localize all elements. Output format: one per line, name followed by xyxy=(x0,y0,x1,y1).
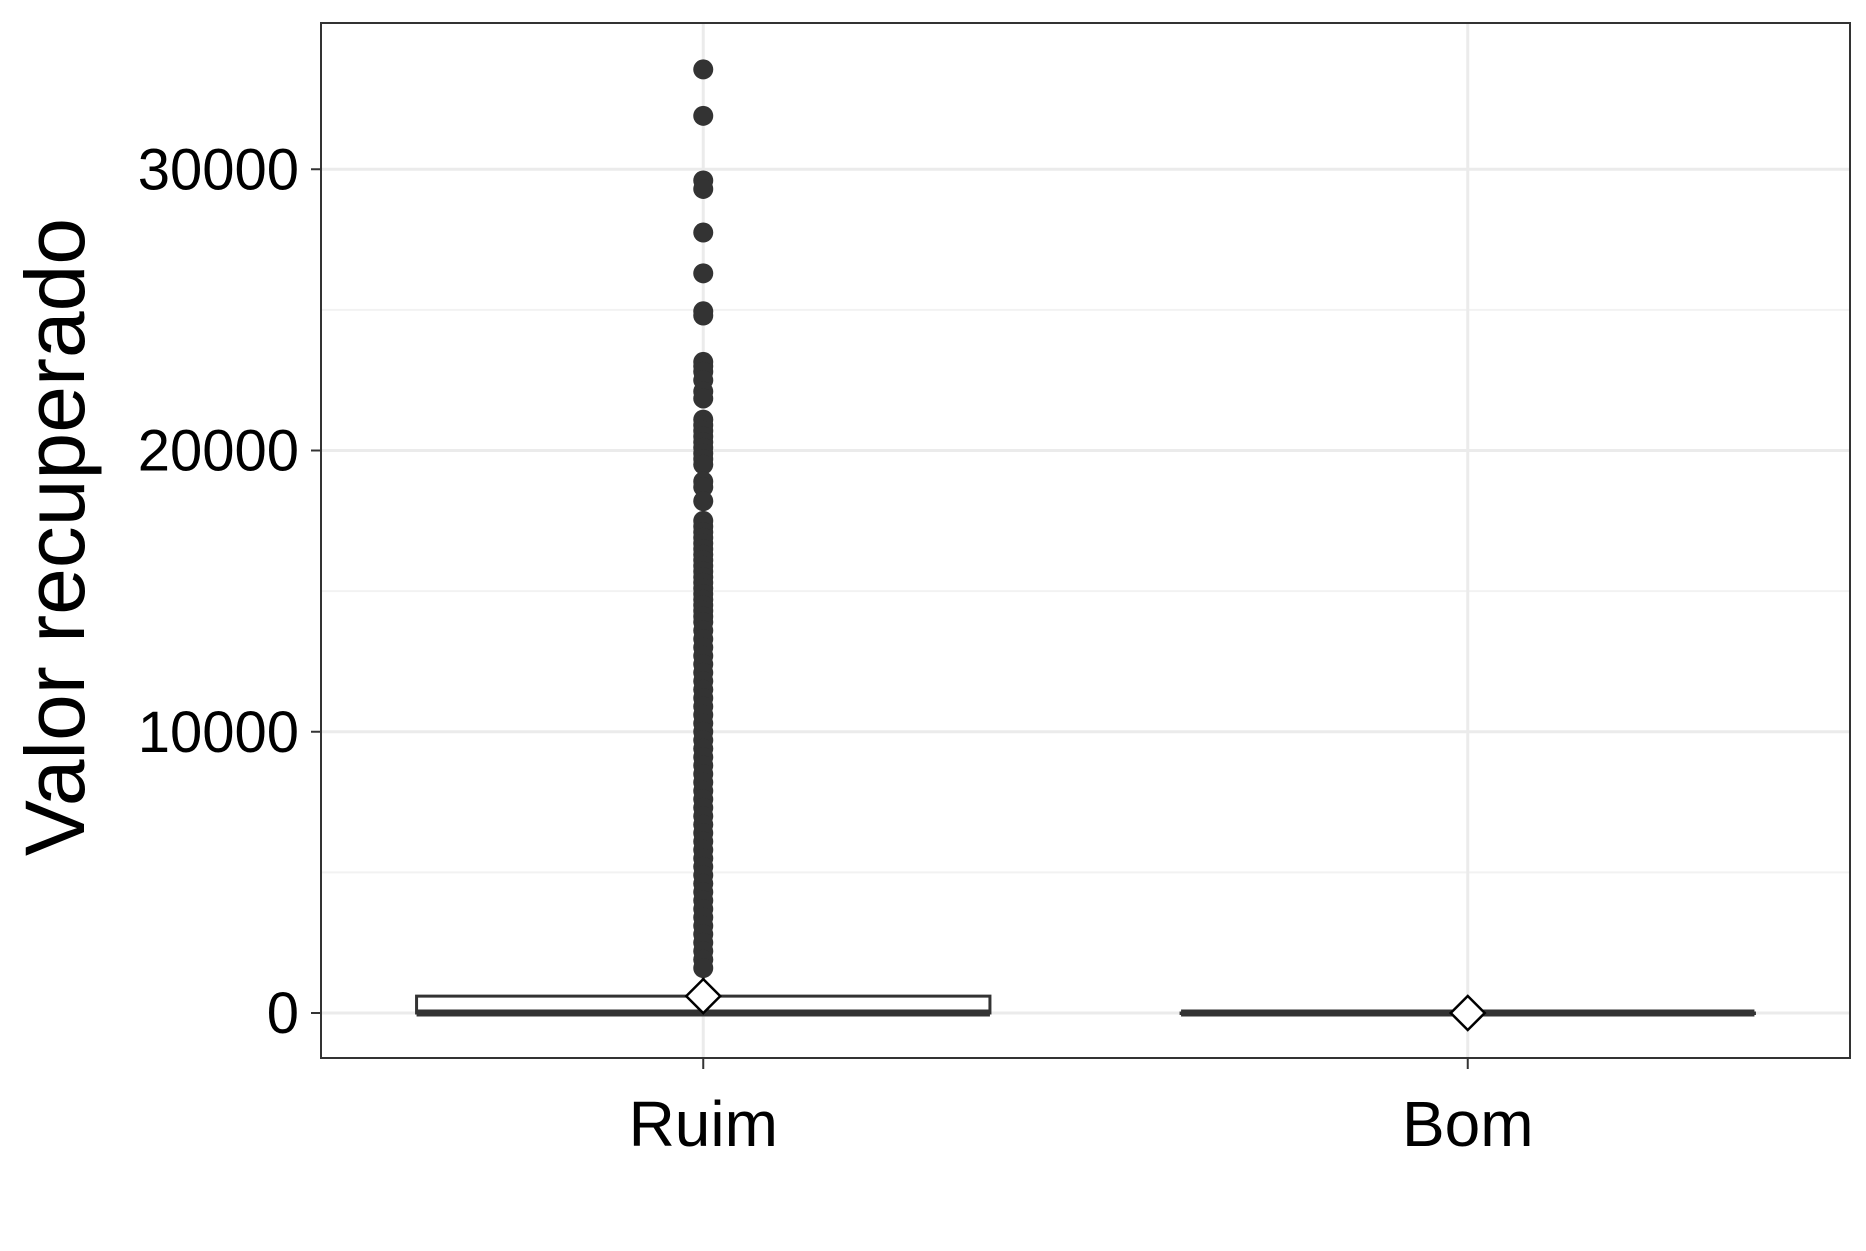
x-axis: Ruim Bom xyxy=(629,1058,1534,1160)
panel-border xyxy=(320,22,1851,1059)
y-tick-label: 0 xyxy=(267,981,299,1046)
mean-markers xyxy=(684,977,1487,1032)
outlier-point-ruim xyxy=(693,263,714,284)
y-tick-label: 10000 xyxy=(138,700,299,765)
boxes xyxy=(415,972,1756,1017)
y-tick-label: 30000 xyxy=(138,137,299,202)
outlier-point-ruim xyxy=(693,105,714,126)
outlier-point-ruim xyxy=(693,388,714,409)
x-tick-label-bom: Bom xyxy=(1402,1088,1534,1160)
mean-marker-ruim xyxy=(684,977,723,1015)
y-tick-label: 20000 xyxy=(138,419,299,484)
grid-lines xyxy=(321,23,1850,1058)
y-axis-title: Valor recuperado xyxy=(8,218,102,856)
outlier-point-ruim xyxy=(693,491,714,512)
x-tick-label-ruim: Ruim xyxy=(629,1088,778,1160)
outlier-point-ruim xyxy=(693,477,714,498)
outlier-point-ruim xyxy=(693,454,714,475)
mean-marker-bom xyxy=(1448,994,1487,1032)
outlier-point-ruim xyxy=(693,958,714,978)
outlier-point-ruim xyxy=(693,178,714,199)
outlier-point-ruim xyxy=(693,305,714,326)
outlier-point-ruim xyxy=(693,59,714,80)
y-axis: 0 10000 20000 30000 xyxy=(138,137,321,1046)
outlier-points xyxy=(693,59,714,978)
outlier-point-ruim xyxy=(693,222,714,243)
